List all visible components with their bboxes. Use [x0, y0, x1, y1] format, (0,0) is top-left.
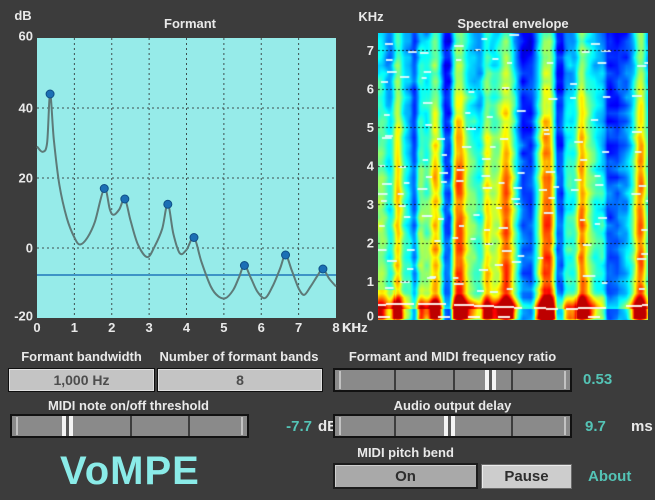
slider-tick	[188, 416, 191, 436]
midi-pitch-bend-label: MIDI pitch bend	[357, 445, 454, 460]
slider-thumb[interactable]	[62, 416, 74, 436]
formant-bandwidth-label: Formant bandwidth	[21, 349, 142, 364]
y-tick-label: -20	[14, 309, 33, 324]
khz-tick-label: 7	[367, 43, 374, 58]
khz-unit-bottom-label: KHz	[342, 320, 368, 335]
pitch-bend-on-button[interactable]: On	[333, 463, 478, 489]
slider-start-mark	[339, 417, 341, 435]
khz-tick-label: 2	[367, 235, 374, 250]
freq-ratio-value: 0.53	[583, 371, 613, 388]
slider-tick	[393, 370, 396, 390]
khz-tick-label: 1	[367, 274, 374, 289]
app-name: VoMPE	[60, 449, 200, 493]
freq-ratio-label: Formant and MIDI frequency ratio	[348, 349, 557, 364]
midi-threshold-slider[interactable]	[10, 414, 249, 438]
khz-tick-label: 3	[367, 197, 374, 212]
y-tick-label: 60	[19, 29, 33, 44]
slider-start-mark	[339, 371, 341, 389]
spectrogram-canvas	[378, 33, 648, 320]
slider-start-mark	[16, 417, 18, 435]
y-tick-label: 0	[26, 241, 33, 256]
x-tick-label: 2	[108, 320, 115, 335]
x-tick-label: 5	[220, 320, 227, 335]
y-axis-unit-label: dB	[14, 8, 31, 23]
slider-thumb[interactable]	[485, 370, 497, 390]
formant-peak-dot	[318, 264, 328, 274]
formant-peak-dot	[189, 233, 199, 242]
slider-tick	[129, 416, 132, 436]
slider-end-mark	[564, 371, 566, 389]
formant-peak-dot	[239, 261, 249, 270]
spectral-envelope-chart: Spectral envelope KHz 7 6 5 4 3 2 1 0 KHz	[335, 0, 655, 345]
x-tick-label: 6	[258, 320, 265, 335]
formant-bands-field[interactable]: 8	[157, 368, 323, 392]
formant-peak-dot	[163, 199, 173, 209]
khz-tick-label: 0	[367, 309, 374, 324]
slider-thumb[interactable]	[444, 416, 456, 436]
formant-peak-dot	[45, 89, 55, 99]
x-tick-label: 0	[33, 320, 40, 335]
y-tick-label: 40	[19, 101, 33, 116]
pause-button[interactable]: Pause	[481, 464, 572, 489]
formant-peak-dot	[120, 194, 130, 204]
freq-ratio-slider[interactable]	[333, 368, 572, 392]
formant-peak-dot	[99, 184, 109, 193]
khz-tick-label: 6	[367, 81, 374, 96]
khz-tick-label: 4	[367, 158, 375, 173]
x-tick-label: 7	[295, 320, 302, 335]
slider-tick	[511, 416, 514, 436]
audio-delay-slider[interactable]	[333, 414, 572, 438]
y-tick-label: 20	[19, 171, 33, 186]
formant-peak-dot	[281, 250, 291, 260]
khz-unit-top-label: KHz	[358, 9, 384, 24]
x-tick-label: 4	[183, 320, 191, 335]
formant-bandwidth-field[interactable]: 1,000 Hz	[8, 368, 155, 392]
midi-threshold-value: -7.7	[286, 418, 312, 435]
x-tick-label: 8	[332, 320, 339, 335]
formant-chart-title: Formant	[164, 16, 217, 31]
audio-delay-label: Audio output delay	[393, 398, 512, 413]
midi-threshold-label: MIDI note on/off threshold	[47, 398, 210, 413]
about-link[interactable]: About	[588, 468, 632, 485]
formant-bands-label: Number of formant bands	[159, 349, 319, 364]
audio-delay-unit: ms	[631, 418, 653, 435]
khz-tick-label: 5	[367, 120, 374, 135]
slider-end-mark	[241, 417, 243, 435]
audio-delay-value: 9.7	[585, 418, 606, 435]
spectral-chart-title: Spectral envelope	[457, 16, 568, 31]
slider-tick	[511, 370, 514, 390]
slider-end-mark	[564, 417, 566, 435]
slider-tick	[393, 416, 396, 436]
x-tick-label: 1	[71, 320, 78, 335]
x-tick-label: 3	[146, 320, 153, 335]
slider-tick	[452, 370, 455, 390]
